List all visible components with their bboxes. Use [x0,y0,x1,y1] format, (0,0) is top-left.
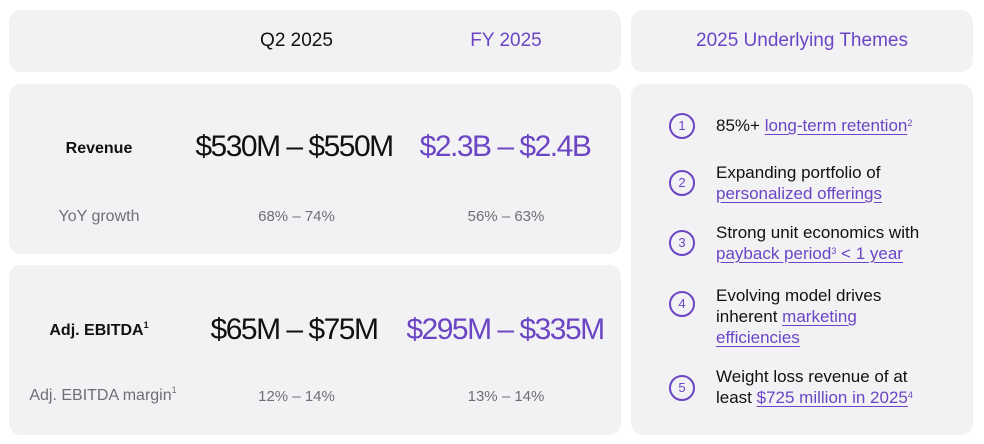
themes-panel: 1 85%+ long-term retention2 2 Expanding … [631,84,973,435]
column-header-q2: Q2 2025 [260,30,333,51]
themes-title: 2025 Underlying Themes [696,30,908,51]
theme-link-marketing-efficiencies[interactable]: marketing efficiencies [716,307,857,347]
revenue-label: Revenue [65,140,133,157]
ebitda-margin-label: Adj. EBITDA margin1 [29,385,177,404]
theme-number-badge: 2 [669,170,695,196]
yoy-growth-label: YoY growth [58,208,140,225]
theme-number-badge: 4 [669,291,695,317]
ebitda-margin-footnote-marker: 1 [171,385,177,395]
ebitda-footnote-marker: 1 [143,320,149,330]
theme-link-personalized-offerings[interactable]: personalized offerings [716,184,883,203]
ebitda-label: Adj. EBITDA1 [49,320,149,339]
theme-text: Strong unit economics with payback period… [716,223,920,263]
theme-link-payback-period[interactable]: payback period3 < 1 year [716,244,903,263]
ebitda-margin-q2: 12% – 14% [258,388,335,405]
revenue-fy-value: $2.3B – $2.4B [419,130,592,163]
theme-text: 85%+ long-term retention2 [716,116,913,135]
ebitda-fy-value: $295M – $335M [406,313,605,346]
revenue-q2-value: $530M – $550M [195,130,394,163]
ebitda-q2-value: $65M – $75M [210,313,379,346]
themes-header-panel: 2025 Underlying Themes [631,10,973,72]
revenue-panel: Revenue $530M – $550M $2.3B – $2.4B YoY … [9,84,621,254]
theme-number-badge: 3 [669,230,695,256]
theme-text: Weight loss revenue of at least $725 mil… [716,367,913,407]
theme-link-retention[interactable]: long-term retention [764,116,908,135]
ebitda-panel: Adj. EBITDA1 $65M – $75M $295M – $335M A… [9,265,621,435]
yoy-growth-fy: 56% – 63% [467,208,545,225]
theme-text: Evolving model drives inherent marketing… [716,286,882,347]
theme-number-badge: 5 [669,375,695,401]
yoy-growth-q2: 68% – 74% [258,208,335,225]
theme-link-weight-loss-revenue[interactable]: $725 million in 2025 [756,388,908,407]
theme-text: Expanding portfolio of personalized offer… [716,163,883,203]
ebitda-margin-fy: 13% – 14% [467,388,545,405]
theme-number-badge: 1 [669,113,695,139]
column-header-fy: FY 2025 [470,30,542,51]
header-panel: Q2 2025 FY 2025 [9,10,621,72]
